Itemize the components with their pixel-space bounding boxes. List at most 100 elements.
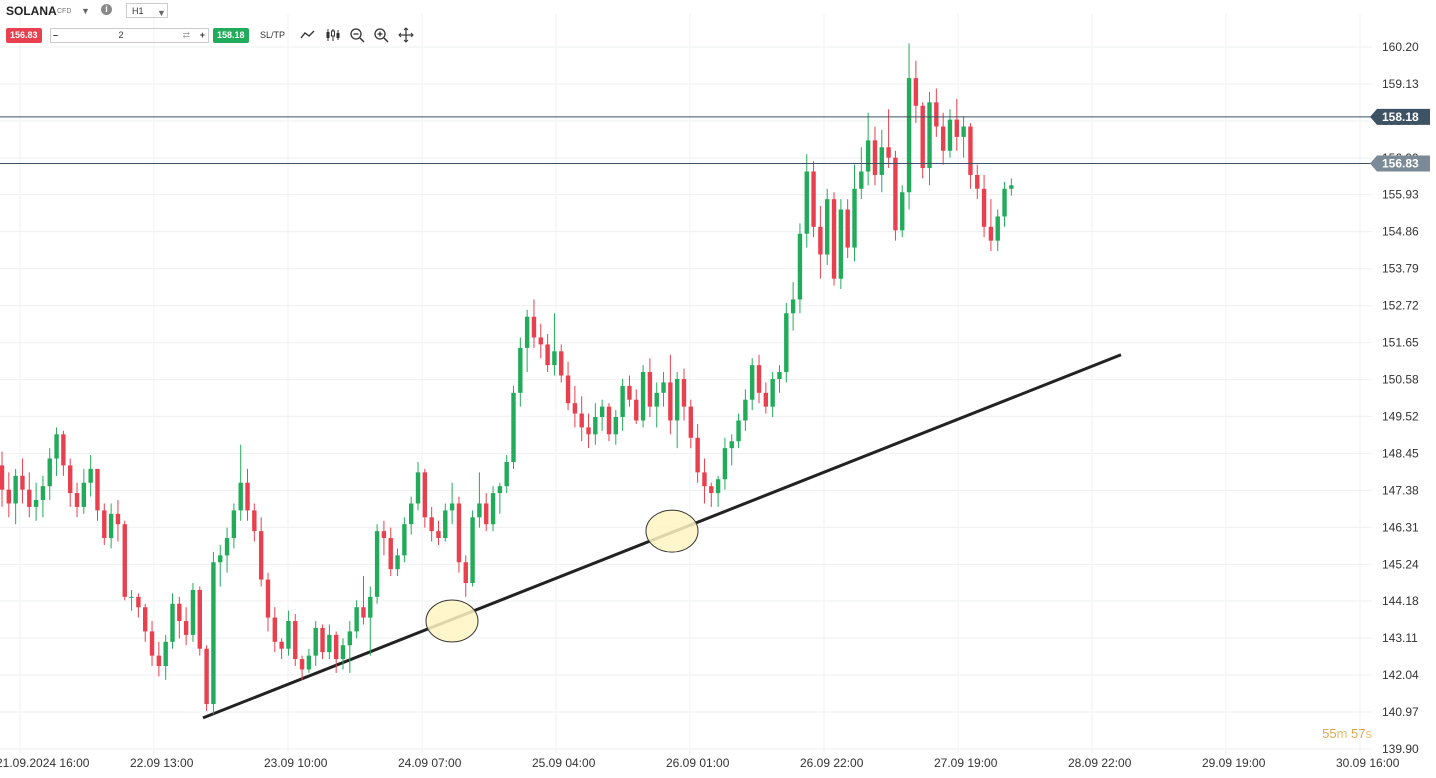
candle	[879, 129, 884, 193]
chevron-down-icon[interactable]: ▼	[81, 6, 90, 16]
sell-button[interactable]: 156.83	[6, 28, 42, 43]
candle-body	[906, 78, 912, 193]
zoom-out-icon[interactable]	[348, 26, 366, 44]
y-tick-label: 149.52	[1382, 409, 1419, 423]
candle	[443, 503, 448, 542]
candle-body	[804, 171, 809, 234]
candlestick-icon[interactable]	[324, 26, 342, 44]
candle	[927, 91, 932, 186]
crosshair-icon[interactable]	[397, 26, 415, 44]
candle	[681, 368, 687, 421]
candle-body	[695, 437, 700, 473]
swap-icon[interactable]: ⇄	[182, 30, 190, 40]
candle-body	[586, 427, 591, 435]
minus-icon[interactable]: –	[53, 30, 59, 40]
candle	[61, 430, 66, 476]
candle	[579, 396, 584, 442]
candle	[790, 282, 796, 331]
candle	[838, 199, 844, 290]
candle	[374, 524, 380, 604]
candle	[722, 437, 728, 490]
candle	[995, 209, 1000, 252]
y-tick-label: 159.13	[1382, 77, 1419, 91]
candle-body	[47, 458, 52, 487]
candle	[361, 576, 366, 625]
x-tick-label: 27.09 19:00	[934, 756, 998, 770]
quantity-value[interactable]: 2	[118, 30, 124, 40]
highlight-ellipse[interactable]	[425, 599, 479, 643]
drawings[interactable]	[202, 353, 1122, 720]
highlight-ellipse[interactable]	[645, 509, 699, 553]
quantity-stepper[interactable]: – 2 ⇄ +	[50, 28, 209, 43]
candle-countdown: 55m 57s	[1322, 726, 1372, 741]
buy-button[interactable]: 158.18	[213, 28, 249, 43]
candle	[620, 378, 625, 431]
price-tag-bid	[1370, 155, 1430, 172]
candle	[40, 475, 46, 518]
candle-body	[197, 589, 202, 649]
symbol-name[interactable]: SOLANA	[6, 4, 57, 18]
y-tick-label: 139.90	[1382, 742, 1419, 756]
candle	[143, 603, 148, 642]
candle-body	[456, 503, 462, 563]
candle	[115, 500, 121, 542]
candle-body	[177, 603, 182, 622]
candle	[245, 468, 250, 521]
candle	[777, 365, 782, 393]
candle-body	[838, 209, 844, 279]
plus-icon[interactable]: +	[199, 30, 205, 40]
candle	[415, 461, 421, 511]
candle	[6, 472, 12, 518]
candle-body	[654, 392, 659, 407]
candle	[74, 482, 80, 518]
candle-body	[886, 147, 891, 158]
candle	[388, 527, 393, 577]
candle	[402, 517, 407, 563]
candle-body	[968, 126, 973, 175]
info-icon[interactable]: i	[101, 4, 112, 15]
y-tick-label: 153.79	[1382, 262, 1419, 276]
candle-body	[333, 634, 339, 660]
candle-body	[497, 486, 503, 494]
candle	[368, 586, 373, 656]
candle-body	[415, 472, 421, 504]
timer-minutes: 55	[1322, 726, 1337, 741]
candle-body	[299, 659, 305, 670]
candle	[224, 527, 230, 573]
candle	[484, 493, 489, 532]
instrument-type: CFD	[57, 8, 72, 15]
y-tick-label: 147.38	[1382, 483, 1419, 497]
candle-body	[988, 226, 994, 241]
zoom-in-icon[interactable]	[372, 26, 390, 44]
candle-body	[852, 188, 857, 248]
candle-body	[102, 510, 107, 539]
candle-body	[729, 441, 734, 449]
candle	[204, 645, 209, 711]
candle	[634, 389, 639, 424]
chart-toolbar: SOLANA CFD ▼ i H1 ▼ 156.83 – 2 ⇄ + 158.1…	[0, 0, 440, 56]
candle-body	[163, 641, 168, 667]
candle-body	[272, 617, 277, 642]
sltp-button[interactable]: SL/TP	[260, 30, 286, 40]
candle	[627, 375, 632, 407]
candle	[129, 589, 134, 611]
candle	[825, 188, 830, 265]
candle	[872, 126, 878, 186]
candle-body	[831, 199, 837, 279]
candle	[449, 482, 455, 525]
x-tick-label: 26.09 22:00	[800, 756, 864, 770]
candle-body	[613, 417, 618, 435]
line-chart-icon[interactable]	[299, 26, 317, 44]
candle	[818, 206, 823, 279]
candle	[804, 154, 809, 248]
timeframe-select[interactable]: H1 ▼	[126, 3, 168, 18]
candle	[33, 482, 39, 521]
candle-body	[524, 316, 530, 348]
candle-body	[961, 126, 966, 137]
candle-body	[258, 531, 264, 580]
candle	[463, 555, 468, 597]
price-tag-label: 158.18	[1382, 110, 1419, 124]
candle-body	[238, 482, 243, 511]
candle	[756, 354, 762, 404]
